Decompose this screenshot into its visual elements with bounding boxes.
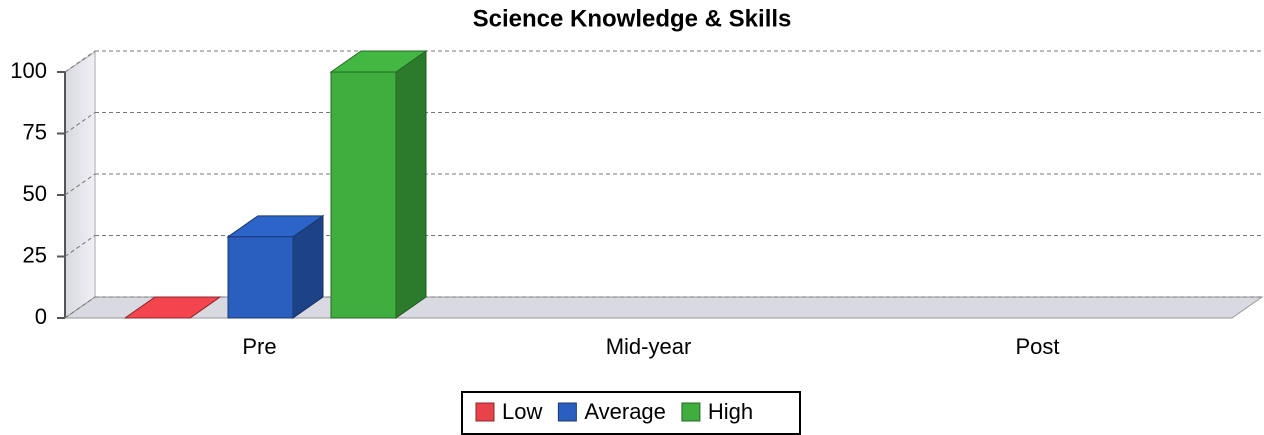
legend-label: High xyxy=(708,399,753,424)
bar xyxy=(227,236,294,319)
legend-label: Average xyxy=(584,399,666,424)
grid-line xyxy=(64,173,96,196)
legend-box xyxy=(461,391,801,435)
legend-label: Low xyxy=(502,399,542,424)
side-wall xyxy=(64,51,96,319)
bar-top xyxy=(123,296,222,319)
grid-line xyxy=(64,235,96,257)
y-tick-label: 50 xyxy=(23,181,47,206)
x-tick-label: Pre xyxy=(242,334,276,359)
bar-side xyxy=(395,50,427,319)
y-tick-label: 0 xyxy=(35,304,47,329)
y-tick-label: 100 xyxy=(10,58,47,83)
chart-title: Science Knowledge & Skills xyxy=(473,5,792,32)
y-tick-label: 75 xyxy=(23,119,47,144)
legend-swatch xyxy=(557,402,577,422)
grid-line xyxy=(64,50,96,73)
bar xyxy=(330,71,397,319)
legend-swatch xyxy=(681,402,701,422)
legend-swatch xyxy=(475,402,495,422)
grid-line xyxy=(64,296,96,319)
x-tick-label: Post xyxy=(1015,334,1059,359)
y-tick-label: 25 xyxy=(23,242,47,267)
x-tick-label: Mid-year xyxy=(606,334,692,359)
grid-line xyxy=(64,112,96,134)
